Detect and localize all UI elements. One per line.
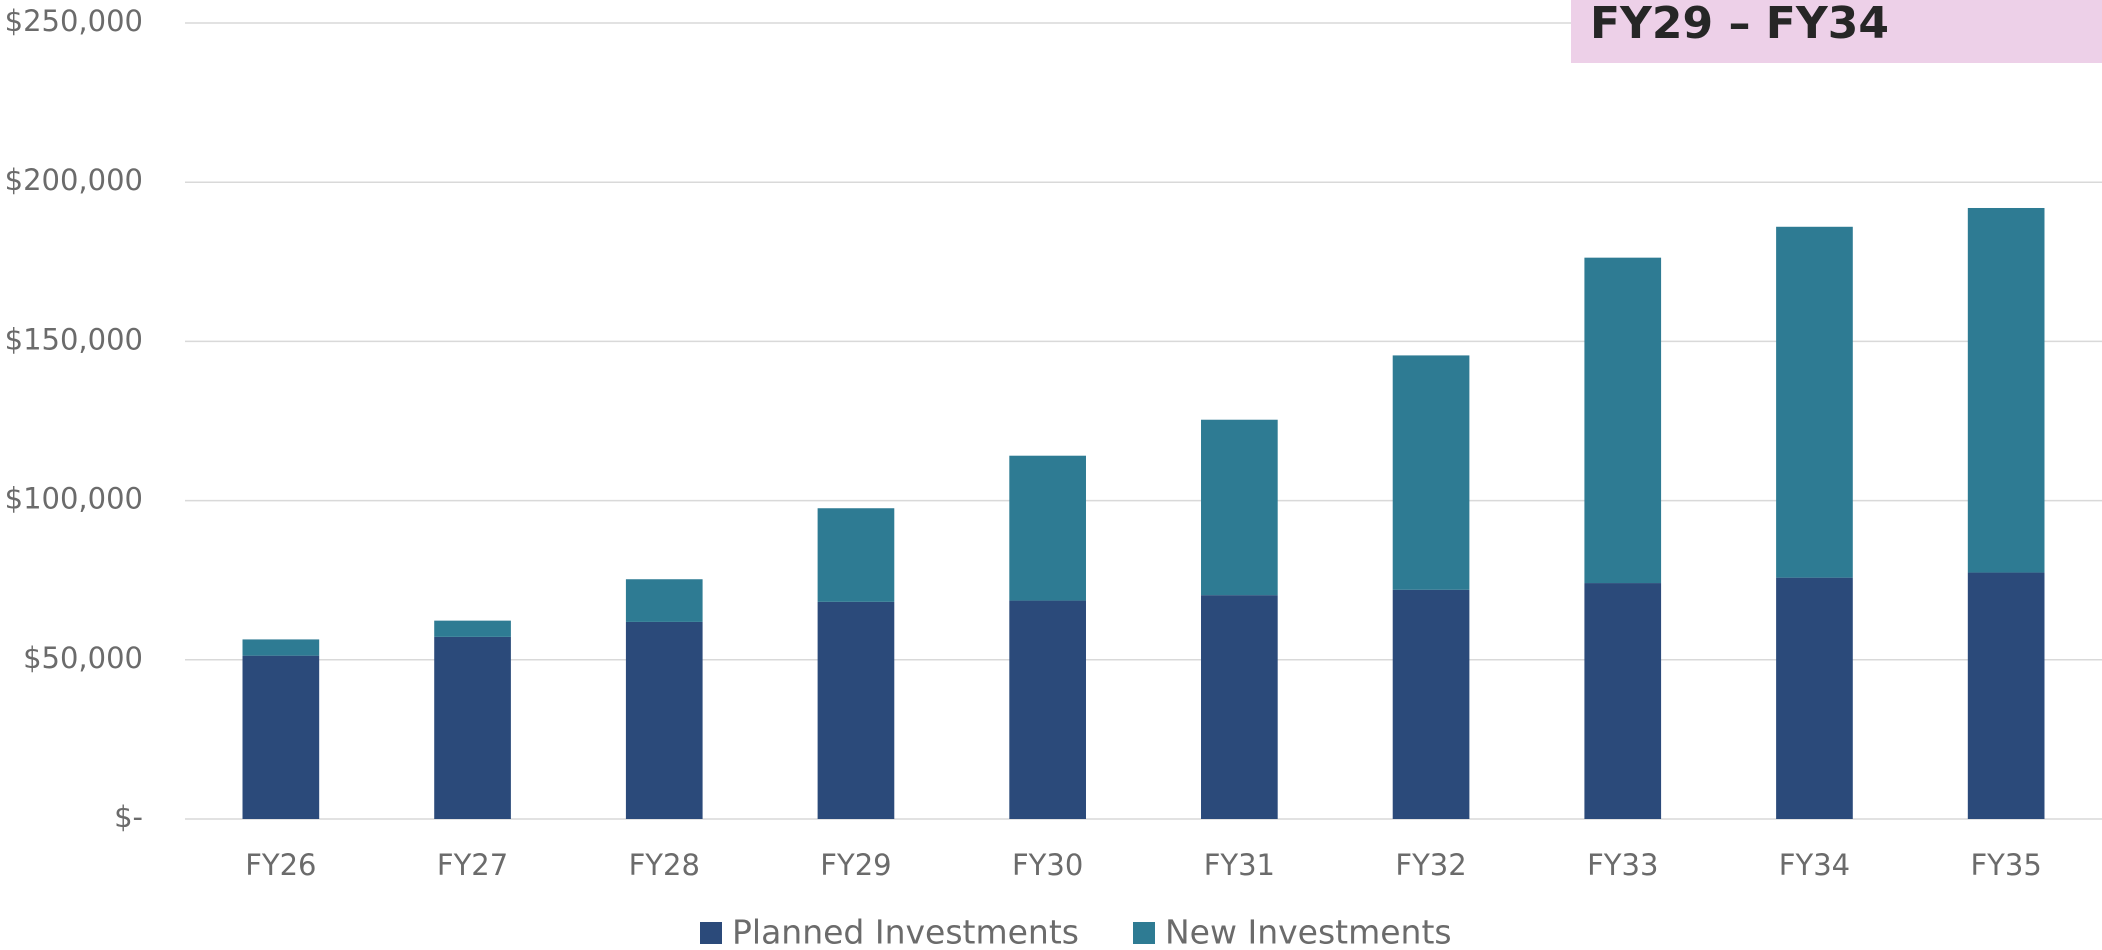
bar-segment [1584, 583, 1662, 819]
x-tick-label: FY34 [1779, 848, 1850, 882]
bar-segment [1392, 355, 1470, 590]
y-tick-label: $50,000 [23, 641, 143, 675]
bar-segment [1776, 226, 1853, 578]
x-tick-label: FY32 [1395, 848, 1466, 882]
x-tick-label: FY27 [437, 848, 508, 882]
annotation-box [1571, 0, 2102, 63]
bar-segment [1392, 589, 1470, 819]
bar-segment [1584, 257, 1662, 584]
bar-segment [1967, 207, 2045, 573]
y-tick-label: $150,000 [5, 322, 143, 356]
bar-segment [1201, 419, 1278, 596]
bar-segment [242, 639, 320, 656]
bar-segment [242, 655, 320, 819]
x-tick-label: FY28 [629, 848, 700, 882]
x-tick-label: FY26 [245, 848, 316, 882]
y-tick-label: $200,000 [5, 163, 143, 197]
bar-segment [625, 621, 703, 819]
legend-label: Planned Investments [732, 913, 1079, 950]
bar-segment [1967, 572, 2045, 819]
x-tick-label: FY35 [1971, 848, 2042, 882]
bar-segment [1009, 455, 1086, 601]
bar-segment [817, 508, 895, 602]
bar-segment [1201, 595, 1278, 819]
x-tick-label: FY31 [1204, 848, 1275, 882]
y-tick-label: $100,000 [5, 482, 143, 516]
annotation: FY29 – FY34 [1590, 0, 1889, 49]
bar-segment [625, 579, 703, 622]
y-tick-label: $250,000 [5, 4, 143, 38]
bars [242, 207, 2045, 819]
bar-segment [434, 620, 511, 637]
bar-segment [1776, 577, 1853, 819]
legend-swatch [700, 922, 722, 944]
x-tick-label: FY29 [820, 848, 891, 882]
x-tick-label: FY33 [1587, 848, 1658, 882]
legend-swatch [1133, 922, 1155, 944]
bar-segment [1009, 600, 1086, 819]
bar-segment [434, 636, 511, 819]
legend-label: New Investments [1165, 913, 1452, 950]
bar-segment [817, 601, 895, 819]
x-tick-label: FY30 [1012, 848, 1083, 882]
y-tick-label: $- [114, 800, 143, 834]
